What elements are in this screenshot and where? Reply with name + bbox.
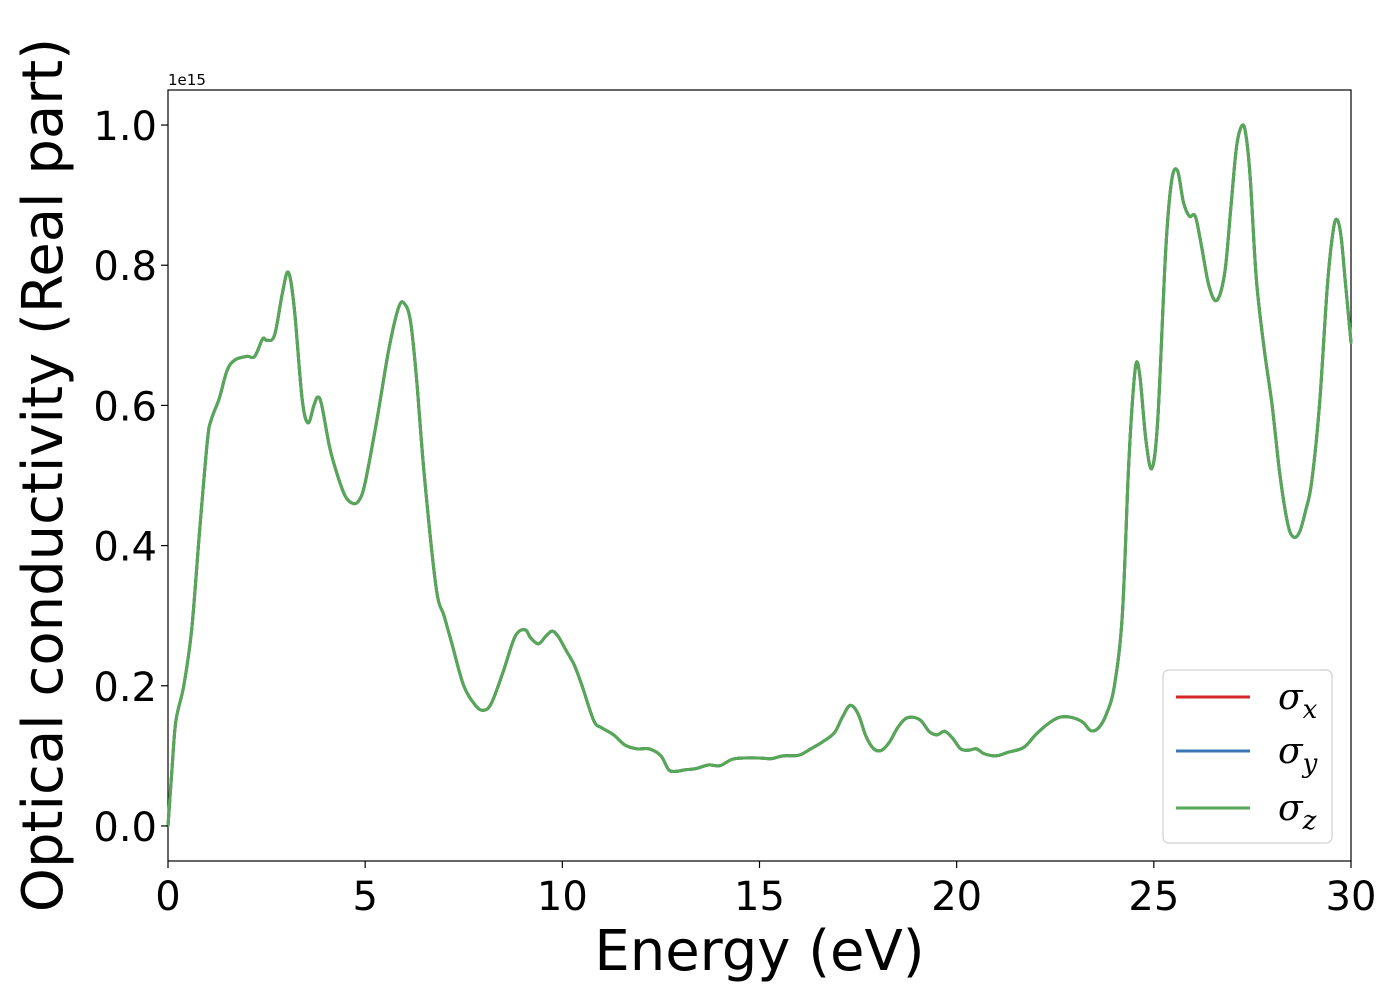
y-tick-label: 0.6 (93, 384, 157, 430)
y-axis-title: Optical conductivity (Real part) (11, 38, 76, 912)
legend-subscript: x (1303, 695, 1318, 725)
x-tick-label: 25 (1128, 874, 1179, 920)
y-tick-label: 0.4 (93, 525, 157, 571)
legend-frame (1162, 669, 1333, 844)
legend-symbol: σ (1278, 677, 1304, 718)
x-tick-label: 5 (352, 874, 377, 920)
y-tick-label: 0.8 (93, 244, 157, 290)
x-tick-label: 20 (931, 874, 982, 920)
y-tick-label: 0.0 (93, 805, 157, 851)
x-tick-label: 0 (155, 874, 180, 920)
x-tick-label: 30 (1326, 874, 1377, 920)
x-tick-label: 10 (537, 874, 588, 920)
y-axis: 0.0 0.2 0.4 0.6 0.8 1.0 (93, 104, 168, 851)
legend-subscript: z (1302, 806, 1317, 836)
x-axis: 0 5 10 15 20 25 30 (155, 861, 1376, 920)
series-layer (166, 123, 1353, 828)
legend-label-sigma-x: σx (1278, 677, 1318, 725)
legend-label-sigma-z: σz (1278, 788, 1317, 836)
y-tick-label: 1.0 (93, 104, 157, 150)
y-offset-text: 1e15 (168, 71, 206, 89)
y-tick-label: 0.2 (93, 665, 157, 711)
legend-symbol: σ (1278, 788, 1304, 829)
series-line-sigma-z (166, 123, 1353, 828)
legend-symbol: σ (1278, 731, 1304, 772)
x-axis-title: Energy (eV) (594, 919, 924, 984)
plot-area (166, 89, 1353, 862)
x-tick-label: 15 (734, 874, 785, 920)
legend-label-sigma-y: σy (1278, 731, 1318, 779)
legend-subscript: y (1302, 749, 1318, 779)
